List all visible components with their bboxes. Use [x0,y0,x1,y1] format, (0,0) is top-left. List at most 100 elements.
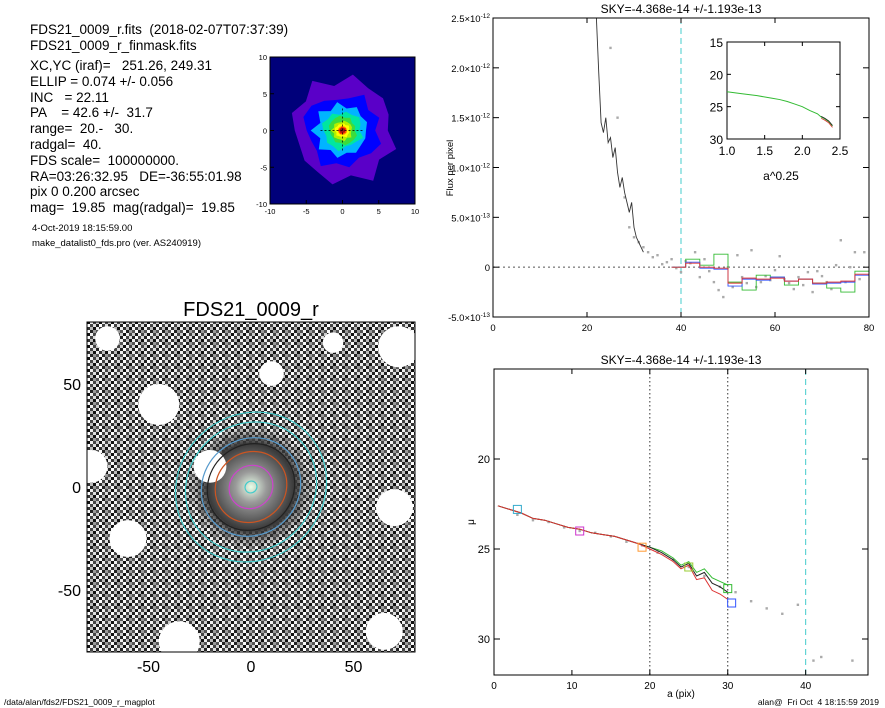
info-line: radgal= 40. [30,136,102,152]
flux-scatter-point [755,285,758,289]
flux-scatter-point [679,270,683,274]
isophote-ellipse [174,411,328,563]
flux-y-tick-exponent: -12 [481,163,491,170]
flux-scatter-point [698,275,701,279]
inset-x-tick-label: 1.0 [719,144,736,158]
flux-scatter-point [773,268,777,272]
flux-scatter-point [844,280,847,284]
flux-step-series [671,262,869,284]
flux-y-tick-label: -5.0×10-13 [448,312,490,324]
flux-scatter-point [759,280,763,284]
flux-profile-line [595,18,644,253]
mu-isophote-marker [727,598,737,608]
mu-scatter-point [640,544,644,547]
flux-scatter-point [839,239,842,242]
mu-scatter-point [531,519,535,522]
inset-x-tick-label: 2.5 [832,144,849,158]
flux-scatter-point [863,251,866,254]
flux-scatter-point [830,287,833,291]
flux-scatter-point [661,262,664,266]
mu-scatter-point [796,603,800,606]
flux-scatter-point [675,266,678,270]
flux-scatter-point [731,285,734,289]
galaxy-x-tick-label: 50 [345,659,363,676]
flux-y-tick-exponent: -12 [481,63,491,70]
flux-scatter-point [858,277,861,281]
inset-y-tick-label: 20 [710,68,724,82]
inset-profile-line [820,117,833,128]
mu-scatter-point [625,540,628,543]
flux-scatter-point [693,251,697,254]
mask-hole [95,326,120,351]
mu-x-tick-label: 10 [566,681,578,692]
flux-step-series [671,261,869,287]
isophote-ellipse [200,437,302,537]
info-block: FDS21_0009_r.fits (2018-02-07T07:37:39) … [30,22,288,251]
flux-scatter-point [665,260,669,264]
mask-hole [138,384,180,425]
flux-x-tick-label: 60 [770,323,781,334]
isophote-ellipse [184,421,318,553]
mu-scatter-point [812,659,815,662]
flux-scatter-point [684,259,687,263]
mu-series-line [497,505,729,600]
contour-x-tick-label: 0 [340,207,344,216]
flux-chart-title: SKY=-4.368e-14 +/-1.193e-13 [601,2,762,16]
mu-scatter-point [851,659,854,662]
inset-profile-line [820,116,833,126]
mu-isophote-marker [512,504,522,514]
contour-level [291,74,397,185]
mu-x-axis-label: a (pix) [667,689,695,700]
mu-scatter-point [562,526,566,529]
contour-x-tick-label: 10 [411,207,419,216]
footer-timestamp: alan@ Fri Oct 4 18:15:59 2019 [757,697,879,707]
galaxy-x-tick-label: 0 [247,659,256,676]
contour-level [337,126,347,135]
mu-scatter-point [516,513,519,516]
flux-scatter-point [792,287,795,291]
info-line: pix 0 0.200 arcsec [30,184,140,200]
flux-scatter-point [628,226,631,229]
contour-level [310,102,367,158]
flux-y-tick-mantissa: 1.0×10 [451,164,480,175]
mask-hole [378,326,415,368]
mask-file-line: FDS21_0009_r_finmask.fits [30,38,197,53]
flux-x-tick-label: 80 [864,323,875,334]
mu-y-tick-label: 30 [478,634,490,646]
flux-scatter-point [853,251,857,254]
galaxy-y-tick-label: -50 [58,583,81,600]
mu-isophote-marker [684,562,694,572]
mu-scatter-point [718,585,722,588]
mu-frame [493,368,869,676]
flux-y-tick-label: 5.0×10-13 [451,212,490,224]
flux-y-tick-mantissa: 5.0×10 [451,213,480,224]
flux-scatter-point [736,254,739,257]
info-line: PA = 42.6 +/- 31.7 [30,105,153,121]
flux-scatter-point [616,116,619,119]
footer-path: /data/alan/fds2/FDS21_0009_r_magplot [4,697,155,707]
mask-hole [376,489,413,527]
mask-hole [193,449,227,483]
contour-level [322,111,364,152]
flux-y-tick-label: 2.5×10-12 [451,13,490,25]
info-line: range= 20.- 30. [30,121,134,137]
flux-scatter-point [689,261,692,265]
mu-scatter-point [687,565,690,569]
inset-x-tick-label: 1.5 [756,144,773,158]
contour-level [338,126,347,134]
mu-y-tick-label: 20 [478,454,490,466]
info-line: XC,YC (iraf)= 251.26, 249.31 [30,58,212,73]
galaxy-x-tick-label: -50 [137,659,160,676]
flux-scatter-point [703,257,706,261]
flux-scatter-point [849,265,852,269]
mu-chart-title: SKY=-4.368e-14 +/-1.193e-13 [601,353,762,367]
galaxy-frame [86,321,416,653]
file-name-line: FDS21_0009_r.fits (2018-02-07T07:37:39) [30,22,289,37]
mu-y-tick-label: 25 [478,544,490,556]
flux-y-tick-exponent: -13 [481,312,491,319]
flux-scatter-point [825,280,828,284]
galaxy-image-title: FDS21_0009_r [183,299,319,321]
flux-scatter-point [834,263,838,267]
mu-scatter-point [656,551,659,554]
info-line: mag= 19.85 mag(radgal)= 19.85 [30,200,235,216]
